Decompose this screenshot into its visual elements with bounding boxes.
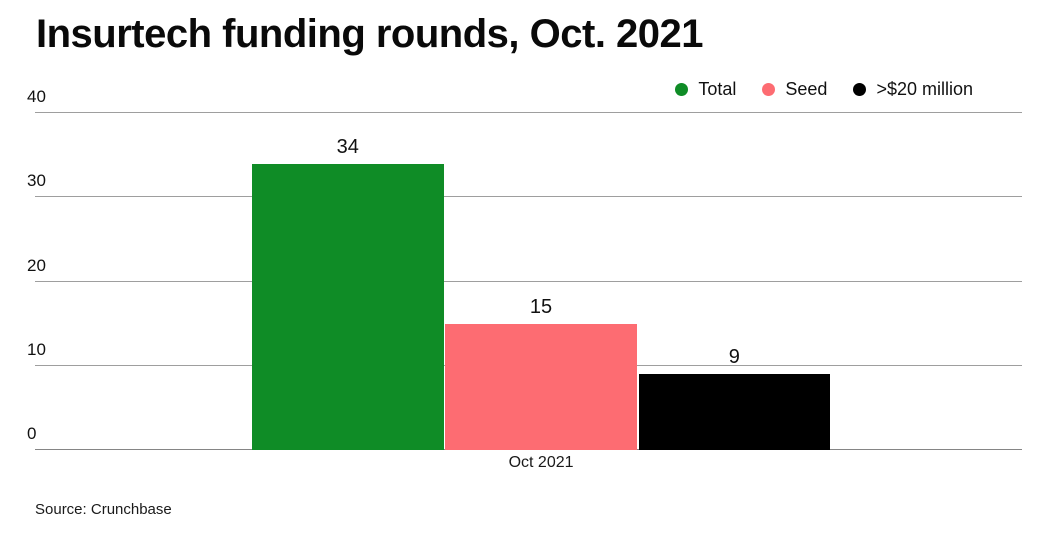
legend-item-seed: Seed [762, 79, 827, 100]
legend-label: Total [698, 79, 737, 99]
legend-swatch-icon [675, 83, 689, 96]
legend-item-20-million: >$20 million [853, 79, 973, 100]
ytick-label-40: 40 [27, 87, 46, 106]
bar-value-label: 34 [336, 135, 359, 158]
bar-20-million [638, 374, 831, 450]
legend-item-total: Total [675, 79, 736, 100]
source-note: Source: Crunchbase [35, 501, 172, 518]
chart-title: Insurtech funding rounds, Oct. 2021 [36, 12, 704, 56]
bar-total [252, 163, 444, 450]
legend-label: >$20 million [876, 79, 973, 99]
ytick-label-20: 20 [27, 255, 46, 275]
legend-swatch-icon [762, 83, 776, 96]
ytick-label-30: 30 [27, 171, 46, 191]
gridline-y-30 [35, 196, 1022, 198]
legend-label: Seed [785, 79, 828, 99]
bar-seed [445, 323, 637, 450]
legend-swatch-icon [853, 83, 867, 96]
chart-legend: Total Seed >$20 million [675, 79, 973, 100]
bar-value-label: 15 [529, 295, 553, 318]
ytick-label-0: 0 [27, 424, 37, 443]
xtick-label: Oct 2021 [508, 454, 574, 471]
plot-area: 0 10 20 30 40 34 15 9 Oct 2021 [27, 88, 1022, 471]
ytick-label-10: 10 [27, 339, 46, 359]
gridline-y-40 [35, 112, 1022, 113]
bar-value-label: 9 [728, 346, 740, 369]
gridline-y-20 [35, 280, 1022, 282]
